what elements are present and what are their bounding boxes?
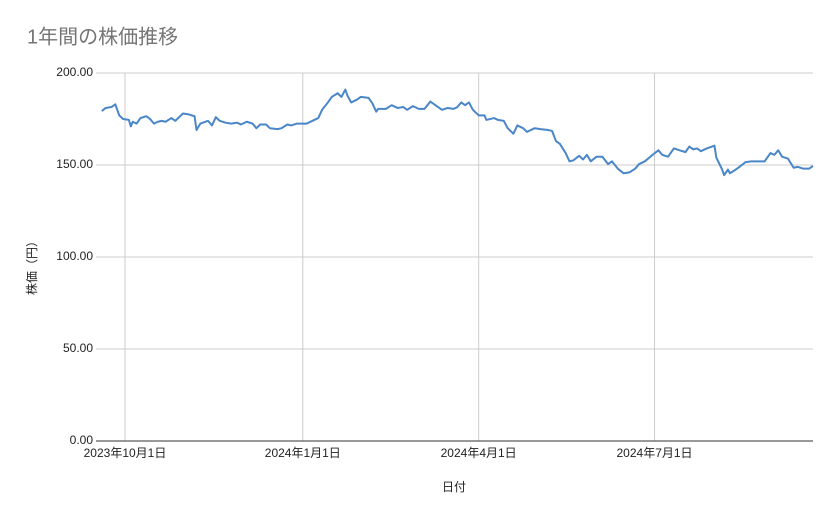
y-tick-label: 50.00 bbox=[63, 341, 93, 355]
x-tick-label: 2024年1月1日 bbox=[265, 446, 341, 460]
x-tick-label: 2024年7月1日 bbox=[617, 446, 693, 460]
y-axis-label: 株価（円） bbox=[24, 235, 39, 295]
data-line bbox=[101, 88, 814, 177]
x-axis-label: 日付 bbox=[442, 480, 466, 494]
x-tick-label: 2023年10月1日 bbox=[84, 446, 167, 460]
y-tick-label: 0.00 bbox=[70, 433, 94, 447]
y-tick-label: 150.00 bbox=[56, 157, 93, 171]
chart-title: 1年間の株価推移 bbox=[27, 25, 178, 48]
y-tick-label: 100.00 bbox=[56, 249, 93, 263]
y-tick-label: 200.00 bbox=[56, 65, 93, 79]
x-tick-label: 2024年4月1日 bbox=[441, 446, 517, 460]
